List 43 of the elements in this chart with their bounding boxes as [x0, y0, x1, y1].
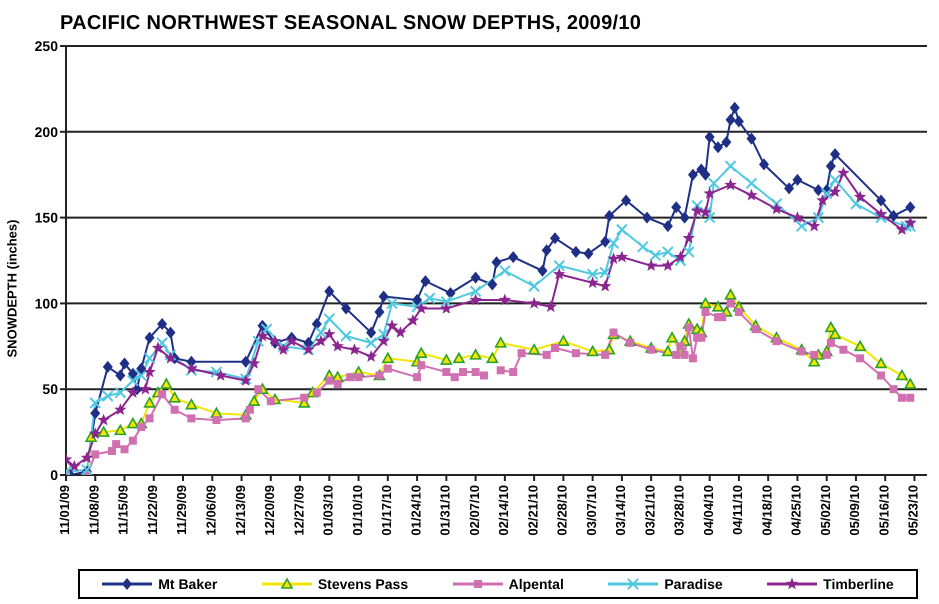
x-tick-label: 05/23/10: [906, 485, 921, 536]
x-tick-label: 11/01/09: [57, 485, 72, 535]
x-tick-label: 01/31/10: [438, 485, 453, 536]
legend-label: Mt Baker: [158, 576, 218, 592]
x-tick-label: 03/21/10: [642, 485, 658, 536]
x-tick-label: 03/28/10: [672, 485, 687, 536]
x-tick-label: 02/14/10: [496, 485, 512, 536]
x-tick-label: 05/02/10: [818, 485, 833, 536]
x-tick-label: 04/18/10: [759, 485, 774, 536]
x-tick-label: 04/25/10: [788, 485, 804, 536]
y-tick-label: 0: [50, 466, 58, 483]
y-tick-label: 250: [34, 38, 58, 54]
y-tick-label: 150: [34, 210, 58, 226]
x-tick-label: 04/11/10: [730, 485, 746, 535]
x-tick-label: 02/28/10: [554, 485, 570, 536]
x-tick-label: 12/13/09: [232, 485, 248, 536]
y-tick-label: 50: [42, 381, 58, 398]
x-tick-label: 12/20/09: [262, 485, 278, 536]
x-tick-label: 01/10/10: [350, 485, 365, 536]
chart-title: PACIFIC NORTHWEST SEASONAL SNOW DEPTHS, 2009/10: [59, 11, 642, 36]
y-tick-label: 100: [34, 295, 58, 312]
legend-label: Stevens Pass: [318, 576, 408, 592]
x-tick-label: 03/14/10: [613, 485, 628, 536]
x-tick-label: 02/07/10: [466, 485, 482, 536]
x-tick-label: 01/17/10: [379, 485, 394, 536]
x-tick-label: 05/09/10: [847, 485, 862, 536]
x-tick-label: 11/22/09: [145, 485, 160, 535]
legend-label: Alpental: [508, 576, 564, 592]
x-tick-label: 12/27/09: [291, 485, 306, 536]
y-tick-label: 200: [34, 124, 58, 140]
x-tick-label: 12/06/09: [204, 485, 219, 536]
x-tick-label: 11/15/09: [116, 485, 131, 535]
x-tick-label: 05/16/10: [876, 485, 892, 536]
legend-label: Timberline: [823, 576, 894, 592]
legend-label: Paradise: [664, 576, 723, 592]
x-tick-label: 11/29/09: [174, 485, 190, 535]
y-axis-title: SNOWDEPTH (inches): [4, 219, 20, 357]
x-tick-label: 01/24/10: [408, 485, 424, 536]
x-tick-label: 04/04/10: [700, 485, 716, 536]
x-tick-label: 11/08/09: [86, 485, 102, 535]
x-tick-label: 01/03/10: [320, 485, 336, 536]
x-tick-label: 03/07/10: [584, 485, 599, 536]
x-tick-label: 02/21/10: [525, 485, 540, 536]
